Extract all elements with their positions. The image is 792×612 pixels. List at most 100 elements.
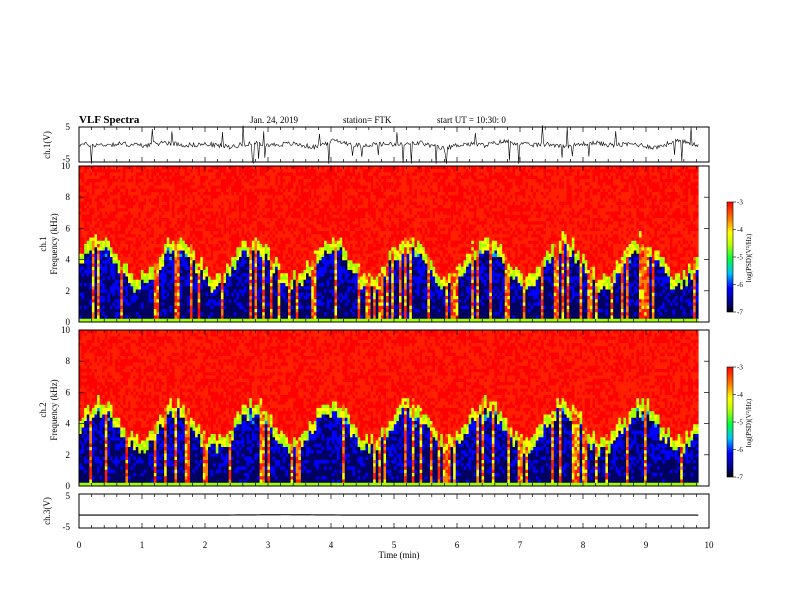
spectrogram-cell	[195, 251, 198, 255]
spectrogram-cell	[107, 277, 110, 281]
spectrogram-cell	[128, 290, 131, 294]
spectrogram-cell	[156, 221, 159, 225]
spectrogram-cell	[105, 179, 108, 183]
spectrogram-cell	[234, 247, 237, 251]
spectrogram-cell	[151, 306, 154, 310]
spectrogram-cell	[213, 192, 216, 196]
spectrogram-cell	[257, 244, 260, 248]
spectrogram-cell	[337, 205, 340, 209]
spectrogram-cell	[97, 312, 100, 316]
spectrogram-cell	[162, 299, 165, 303]
spectrogram-cell	[149, 309, 152, 313]
spectrogram-cell	[267, 260, 270, 264]
spectrogram-cell	[285, 254, 288, 258]
spectrogram-cell	[164, 195, 167, 199]
spectrogram-cell	[231, 205, 234, 209]
spectrogram-cell	[242, 267, 245, 271]
spectrogram-cell	[149, 173, 152, 177]
spectrogram-cell	[94, 306, 97, 310]
spectrogram-cell	[324, 225, 327, 229]
spectrogram-cell	[159, 316, 162, 320]
spectrogram-cell	[213, 296, 216, 300]
spectrogram-cell	[267, 299, 270, 303]
spectrogram-cell	[234, 273, 237, 277]
spectrogram-cell	[162, 306, 165, 310]
spectrogram-cell	[144, 293, 147, 297]
spectrogram-cell	[146, 166, 149, 170]
spectrogram-cell	[87, 205, 90, 209]
spectrogram-cell	[115, 208, 118, 212]
spectrogram-cell	[187, 195, 190, 199]
spectrogram-cell	[270, 199, 273, 203]
spectrogram-cell	[234, 264, 237, 268]
spectrogram-cell	[324, 189, 327, 193]
spectrogram-cell	[327, 267, 330, 271]
spectrogram-cell	[332, 199, 335, 203]
spectrogram-cell	[141, 254, 144, 258]
spectrogram-cell	[167, 280, 170, 284]
spectrogram-cell	[340, 228, 343, 232]
spectrogram-cell	[211, 309, 214, 313]
spectrogram-cell	[270, 247, 273, 251]
spectrogram-cell	[92, 241, 95, 245]
spectrogram-cell	[141, 238, 144, 242]
spectrogram-cell	[172, 309, 175, 313]
spectrogram-cell	[177, 260, 180, 264]
spectrogram-cell	[102, 231, 105, 235]
spectrogram-cell	[234, 173, 237, 177]
spectrogram-cell	[322, 221, 325, 225]
spectrogram-cell	[234, 316, 237, 320]
spectrogram-cell	[298, 228, 301, 232]
spectrogram-cell	[324, 251, 327, 255]
spectrogram-cell	[301, 306, 304, 310]
spectrogram-cell	[231, 303, 234, 307]
spectrogram-cell	[172, 192, 175, 196]
spectrogram-cell	[262, 280, 265, 284]
spectrogram-cell	[309, 280, 312, 284]
spectrogram-cell	[169, 208, 172, 212]
spectrogram-cell	[89, 280, 92, 284]
spectrogram-cell	[195, 238, 198, 242]
spectrogram-cell	[218, 312, 221, 316]
spectrogram-cell	[337, 234, 340, 238]
spectrogram-cell	[138, 186, 141, 190]
spectrogram-cell	[193, 264, 196, 268]
spectrogram-cell	[254, 176, 257, 180]
spectrogram-cell	[136, 199, 139, 203]
spectrogram-cell	[190, 169, 193, 173]
spectrogram-cell	[296, 205, 299, 209]
spectrogram-cell	[293, 296, 296, 300]
spectrogram-cell	[247, 290, 250, 294]
spectrogram-cell	[270, 169, 273, 173]
spectrogram-cell	[172, 169, 175, 173]
spectrogram-cell	[218, 273, 221, 277]
spectrogram-cell	[174, 225, 177, 229]
spectrogram-cell	[172, 277, 175, 281]
spectrogram-cell	[200, 257, 203, 261]
spectrogram-cell	[167, 296, 170, 300]
spectrogram-cell	[146, 303, 149, 307]
spectrogram-cell	[107, 296, 110, 300]
spectrogram-cell	[226, 316, 229, 320]
spectrogram-cell	[82, 277, 85, 281]
spectrogram-cell	[218, 205, 221, 209]
spectrogram-cell	[306, 212, 309, 216]
spectrogram-cell	[224, 296, 227, 300]
spectrogram-cell	[169, 306, 172, 310]
spectrogram-cell	[94, 312, 97, 316]
spectrogram-cell	[329, 299, 332, 303]
spectrogram-cell	[169, 234, 172, 238]
spectrogram-cell	[273, 208, 276, 212]
spectrogram-cell	[239, 303, 242, 307]
spectrogram-cell	[296, 225, 299, 229]
spectrogram-cell	[270, 231, 273, 235]
spectrogram-cell	[177, 215, 180, 219]
spectrogram-cell	[283, 169, 286, 173]
spectrogram-cell	[190, 283, 193, 287]
spectrogram-cell	[211, 173, 214, 177]
spectrogram-cell	[205, 221, 208, 225]
spectrogram-cell	[260, 176, 263, 180]
spectrogram-cell	[267, 293, 270, 297]
spectrogram-cell	[291, 173, 294, 177]
spectrogram-cell	[247, 208, 250, 212]
